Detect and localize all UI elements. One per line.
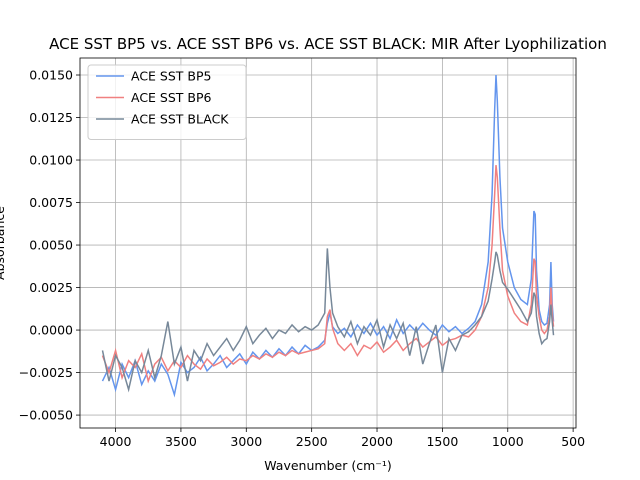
chart-title: ACE SST BP5 vs. ACE SST BP6 vs. ACE SST …	[49, 35, 607, 53]
series-line	[101, 74, 555, 398]
x-tick-label: 3500	[165, 434, 197, 449]
y-tick-label: 0.0000	[29, 323, 73, 338]
y-tick-label: 0.0150	[29, 68, 73, 83]
x-tick-label: 500	[561, 434, 585, 449]
series-line	[101, 248, 555, 393]
y-tick-label: 0.0075	[29, 195, 73, 210]
legend-label: ACE SST BP6	[131, 90, 212, 105]
y-tick-label: 0.0025	[29, 280, 73, 295]
x-tick-label: 4000	[100, 434, 132, 449]
plot-frame	[79, 57, 577, 429]
x-tick-label: 3000	[230, 434, 262, 449]
y-tick-label: −0.0025	[19, 365, 73, 380]
series-line	[101, 165, 555, 384]
x-tick-label: 2000	[361, 434, 393, 449]
legend-box	[87, 64, 247, 140]
y-tick-label: 0.0100	[29, 153, 73, 168]
y-tick-label: 0.0125	[29, 110, 73, 125]
legend-label: ACE SST BP5	[131, 69, 211, 84]
x-tick-label: 1000	[492, 434, 524, 449]
y-axis-label: Absorbance	[0, 206, 7, 280]
legend-label: ACE SST BLACK	[131, 112, 229, 127]
x-axis-label: Wavenumber (cm⁻¹)	[264, 458, 391, 473]
x-tick-label: 2500	[296, 434, 328, 449]
y-tick-label: −0.0050	[19, 408, 73, 423]
x-tick-label: 1500	[426, 434, 458, 449]
y-tick-label: 0.0050	[29, 238, 73, 253]
